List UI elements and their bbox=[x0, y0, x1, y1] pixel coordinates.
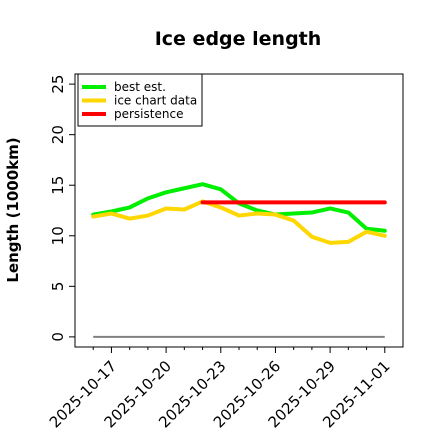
chart-title: Ice edge length bbox=[155, 28, 322, 50]
y-tick-label: 25 bbox=[49, 75, 67, 94]
legend-label-best-est: best est. bbox=[114, 80, 166, 94]
plot-area bbox=[91, 182, 387, 338]
y-tick-label: 10 bbox=[49, 226, 67, 245]
y-axis-label: Length (1000km) bbox=[4, 137, 22, 282]
y-tick-label: 0 bbox=[49, 332, 67, 342]
y-tick-label: 20 bbox=[49, 125, 67, 144]
y-tick-label: 15 bbox=[49, 176, 67, 195]
series-line-ice-chart-data bbox=[91, 199, 387, 245]
legend-label-persistence: persistence bbox=[114, 107, 183, 121]
y-tick-label: 5 bbox=[49, 282, 67, 292]
legend-label-ice-chart-data: ice chart data bbox=[114, 94, 197, 108]
